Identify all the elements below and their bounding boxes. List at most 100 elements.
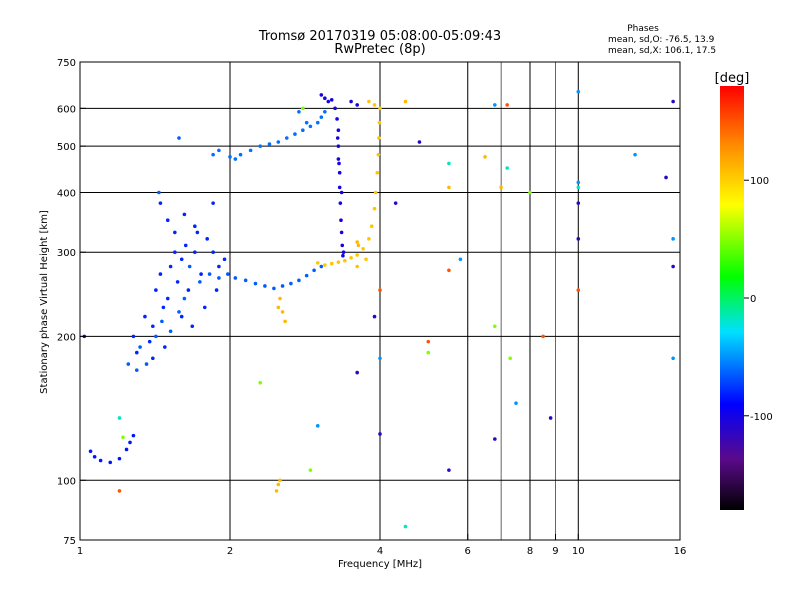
data-point: [173, 230, 177, 235]
data-point: [508, 356, 512, 361]
data-point: [179, 257, 184, 262]
data-point: [228, 155, 232, 159]
chart-title: Tromsø 20170319 05:08:00-05:09:43: [258, 29, 501, 44]
data-point: [108, 460, 113, 465]
data-point: [447, 468, 451, 472]
x-tick-label: 6: [465, 546, 471, 557]
data-point: [377, 120, 382, 125]
data-point: [376, 152, 381, 157]
data-point: [211, 152, 215, 157]
data-point: [151, 356, 155, 361]
data-point: [671, 99, 675, 104]
data-point: [207, 272, 212, 276]
data-point: [576, 237, 581, 241]
data-point: [158, 272, 163, 276]
data-point: [329, 98, 334, 102]
data-point: [190, 324, 195, 329]
data-point: [233, 157, 238, 161]
data-point: [319, 264, 324, 269]
data-point: [403, 99, 408, 104]
data-point: [369, 224, 374, 229]
phase-stats-o: mean, sd,O: -76.5, 13.9: [608, 35, 715, 45]
data-point: [633, 152, 637, 157]
x-tick-label: 9: [552, 546, 558, 557]
y-tick-label: 300: [57, 248, 76, 259]
data-point: [143, 314, 147, 319]
data-point: [576, 89, 581, 94]
data-point: [447, 161, 451, 166]
data-point: [233, 276, 238, 280]
data-point: [134, 350, 139, 355]
data-point: [499, 185, 503, 190]
data-point: [373, 190, 378, 195]
data-point: [211, 201, 215, 205]
data-point: [671, 264, 675, 269]
x-axis-label: Frequency [MHz]: [338, 559, 422, 570]
data-point: [336, 128, 341, 132]
data-point: [319, 93, 324, 97]
data-point: [205, 237, 209, 241]
colorbar-tick-label: -100: [750, 412, 773, 423]
data-point: [341, 250, 346, 255]
data-point: [301, 106, 305, 111]
data-point: [151, 324, 155, 329]
data-point: [134, 368, 139, 372]
data-point: [393, 201, 398, 205]
data-point: [243, 278, 248, 283]
data-point: [336, 157, 341, 161]
data-point: [367, 99, 371, 104]
y-tick-label: 75: [63, 536, 76, 547]
data-point: [187, 264, 192, 269]
data-point: [372, 103, 377, 107]
data-point: [343, 258, 347, 263]
data-point: [276, 305, 281, 310]
data-point: [336, 144, 341, 148]
data-point: [199, 272, 203, 276]
data-point: [160, 319, 164, 324]
colorbar: [deg] 100 0 -100: [715, 71, 773, 510]
data-point: [195, 230, 200, 235]
y-tick-label: 100: [57, 476, 76, 487]
phase-stats-heading: Phases: [627, 24, 659, 34]
data-point: [349, 256, 353, 260]
data-point: [124, 447, 129, 452]
colorbar-tick-label: 0: [750, 294, 756, 305]
data-point: [355, 253, 359, 257]
data-point: [117, 489, 122, 493]
data-point: [88, 449, 93, 454]
data-point: [183, 243, 188, 248]
data-point: [179, 314, 184, 319]
data-point: [165, 218, 170, 223]
data-point: [426, 339, 431, 344]
y-tick-label: 400: [57, 188, 76, 199]
data-point: [297, 278, 301, 283]
data-point: [131, 433, 136, 438]
data-point: [493, 437, 497, 441]
data-point: [173, 250, 177, 255]
data-point: [144, 362, 149, 366]
data-point: [329, 261, 334, 266]
data-point: [308, 124, 313, 129]
x-tick-label: 4: [377, 546, 383, 557]
data-point: [576, 180, 581, 185]
data-point: [163, 345, 167, 349]
data-point: [304, 273, 309, 278]
data-point: [289, 281, 293, 286]
y-axis-label: Stationary phase Virtual Height [km]: [39, 210, 50, 394]
data-point: [276, 482, 281, 487]
data-point: [339, 218, 343, 223]
data-point: [339, 230, 344, 235]
data-point: [278, 478, 282, 483]
data-points: [82, 89, 675, 529]
data-point: [157, 190, 161, 195]
data-point: [576, 185, 581, 190]
data-point: [315, 261, 320, 265]
data-point: [168, 329, 173, 334]
y-axis: 75 100 200 300 400 500 600 750: [57, 58, 86, 547]
data-point: [340, 243, 345, 248]
data-point: [447, 268, 451, 273]
data-point: [548, 416, 553, 420]
data-point: [341, 253, 345, 258]
data-point: [284, 136, 289, 140]
data-point: [248, 148, 253, 153]
